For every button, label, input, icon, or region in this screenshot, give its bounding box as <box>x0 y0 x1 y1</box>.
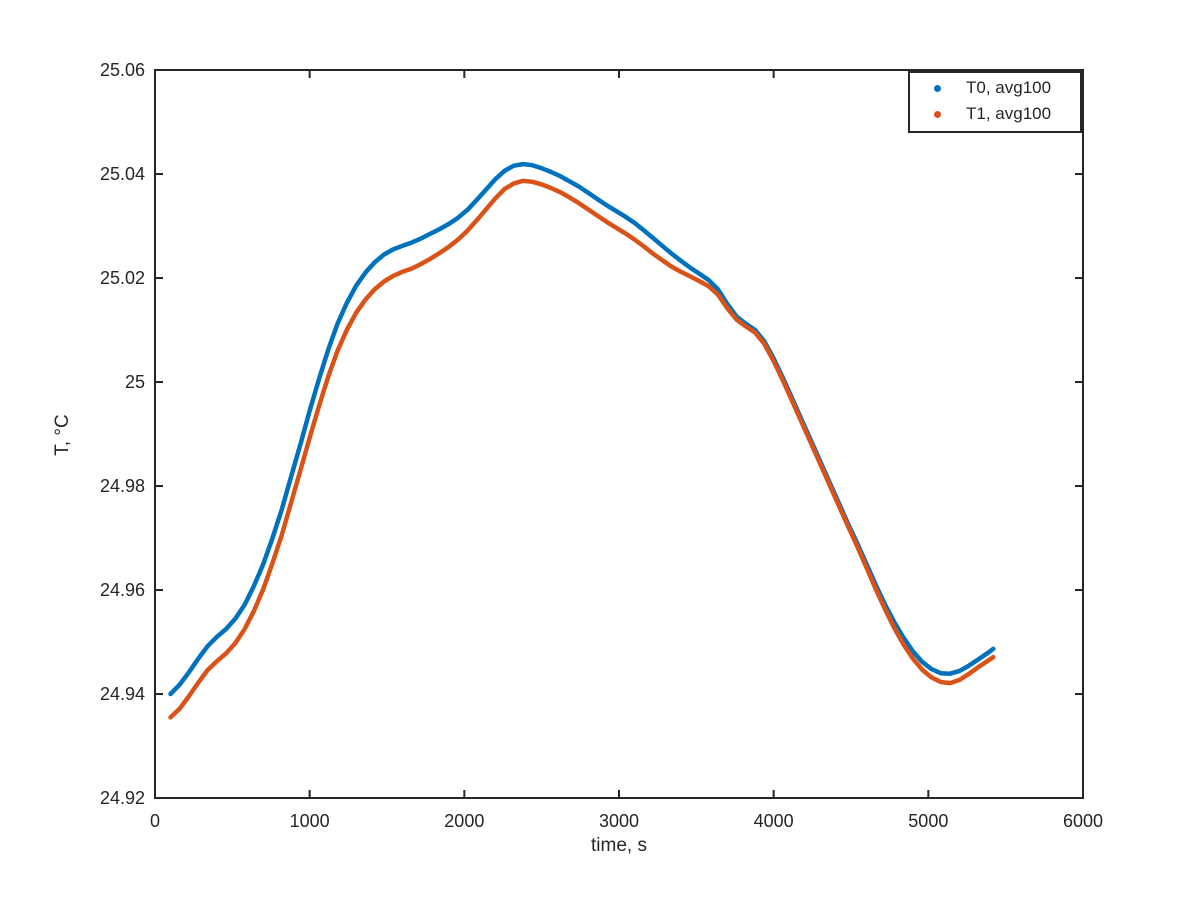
y-tick-label-25.02: 25.02 <box>99 268 145 288</box>
y-tick-label-25: 25 <box>124 372 145 392</box>
y-tick-label-24.98: 24.98 <box>99 476 145 496</box>
x-tick-label-0: 0 <box>149 811 160 831</box>
x-tick-label-3000: 3000 <box>598 811 640 831</box>
legend: T0, avg100 T1, avg100 <box>908 71 1082 133</box>
x-axis-label: time, s <box>591 835 647 856</box>
series-line-t1 <box>168 178 996 720</box>
x-tick-label-1000: 1000 <box>289 811 330 831</box>
legend-entry-t1: T1, avg100 <box>910 101 1080 127</box>
t0-dot-marker-icon <box>934 84 941 92</box>
x-tick-label-5000: 5000 <box>908 811 949 831</box>
legend-label-t0: T0, avg100 <box>966 78 1052 97</box>
y-tick-label-24.96: 24.96 <box>99 580 145 600</box>
x-tick-label-6000: 6000 <box>1062 811 1104 831</box>
y-tick-label-24.94: 24.94 <box>99 684 145 704</box>
y-axis-label: T, °C <box>52 414 73 456</box>
x-tick-label-2000: 2000 <box>444 811 485 831</box>
legend-entry-t0: T0, avg100 <box>910 75 1080 101</box>
series-line-t0 <box>168 161 996 697</box>
y-tick-label-25.04: 25.04 <box>99 164 145 184</box>
y-tick-label-25.06: 25.06 <box>99 60 145 80</box>
axes-box <box>154 69 1084 799</box>
t1-dot-marker-icon <box>934 110 941 118</box>
legend-label-t1: T1, avg100 <box>966 104 1052 123</box>
y-tick-label-24.92: 24.92 <box>99 788 145 808</box>
x-tick-label-4000: 4000 <box>753 811 794 831</box>
